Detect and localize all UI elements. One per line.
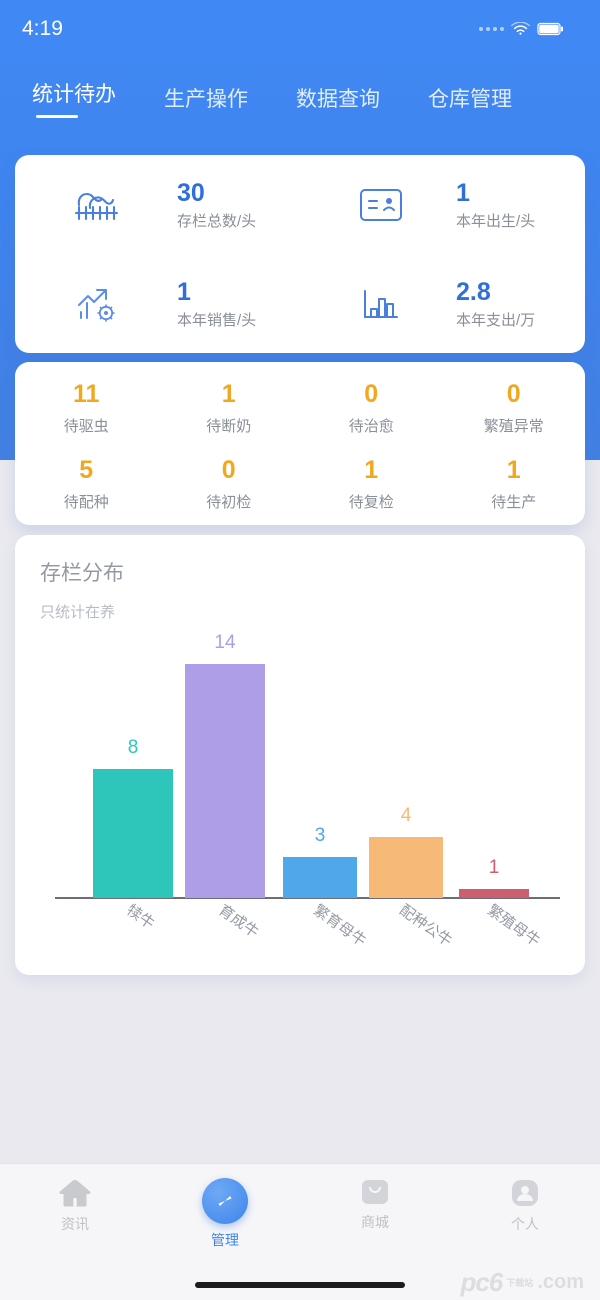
svg-text:1: 1 [489,857,500,878]
svg-text:8: 8 [128,737,139,758]
svg-text:繁育母牛: 繁育母牛 [310,902,369,950]
svg-text:育成牛: 育成牛 [215,902,262,942]
svg-text:繁殖母牛: 繁殖母牛 [484,902,543,950]
svg-text:3: 3 [315,825,326,846]
svg-text:4: 4 [401,805,412,826]
svg-text:14: 14 [214,632,236,653]
svg-text:犊牛: 犊牛 [123,902,157,933]
svg-text:配种公牛: 配种公牛 [396,902,455,950]
